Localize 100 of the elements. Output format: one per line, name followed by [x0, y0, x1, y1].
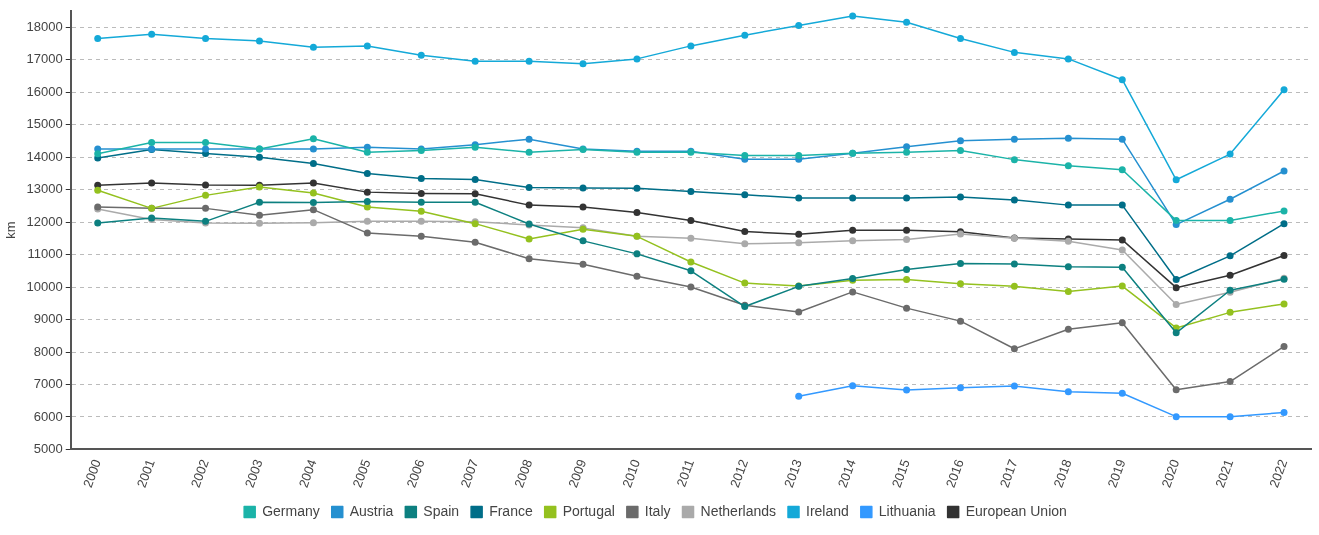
point	[148, 138, 156, 146]
point	[1118, 236, 1126, 244]
point	[1118, 263, 1126, 271]
point	[309, 199, 317, 207]
point	[417, 207, 425, 215]
point	[363, 203, 371, 211]
point	[1280, 408, 1288, 416]
point	[1118, 246, 1126, 254]
point	[309, 160, 317, 168]
point	[1280, 220, 1288, 228]
point	[309, 179, 317, 187]
point	[148, 30, 156, 38]
point	[687, 258, 695, 266]
legend-label: Portugal	[562, 502, 615, 519]
point	[363, 148, 371, 156]
y-tick-label: 9000	[33, 311, 63, 327]
point	[255, 198, 263, 206]
point	[1172, 329, 1180, 337]
x-tick-label: 2013	[780, 457, 805, 490]
point	[903, 148, 911, 156]
point	[1226, 378, 1234, 386]
point	[202, 145, 210, 153]
x-tick-label: 2005	[349, 457, 374, 490]
point	[687, 234, 695, 242]
point	[903, 143, 911, 151]
y-tick-label: 13000	[26, 181, 63, 197]
point	[1010, 260, 1018, 268]
point	[957, 384, 964, 392]
point	[687, 283, 695, 291]
point	[1172, 276, 1180, 284]
point	[1064, 263, 1072, 271]
point	[741, 31, 749, 39]
x-tick-label: 2020	[1158, 457, 1183, 490]
point	[363, 229, 371, 237]
point	[957, 137, 964, 145]
point	[849, 226, 857, 234]
point	[795, 194, 803, 202]
y-tick-label: 6000	[33, 408, 63, 424]
point	[1064, 288, 1072, 296]
x-tick-label: 2017	[996, 457, 1021, 490]
point	[363, 217, 371, 225]
point	[363, 198, 371, 206]
point	[579, 184, 587, 192]
y-tick-label: 10000	[26, 278, 63, 294]
point	[957, 260, 964, 268]
x-tick-label: 2000	[79, 457, 104, 490]
point	[1226, 150, 1234, 158]
point	[1172, 216, 1180, 224]
point	[417, 174, 425, 182]
legend-label: Austria	[349, 502, 394, 519]
point	[1226, 413, 1234, 421]
point	[309, 206, 317, 214]
point	[957, 34, 964, 42]
point	[795, 308, 803, 316]
point	[1118, 135, 1126, 143]
point	[1226, 271, 1234, 279]
x-tick-label: 2018	[1050, 457, 1075, 490]
point	[795, 230, 803, 238]
point	[1280, 86, 1288, 94]
point	[1226, 252, 1234, 260]
x-tick-label: 2003	[241, 457, 266, 490]
y-tick-label: 18000	[26, 18, 63, 34]
point	[417, 232, 425, 240]
point	[363, 42, 371, 50]
point	[525, 135, 533, 143]
point	[903, 18, 911, 26]
y-tick-label: 12000	[26, 213, 63, 229]
point	[255, 153, 263, 161]
x-tick-label: 2012	[726, 457, 751, 490]
x-tick-label: 2015	[888, 457, 913, 490]
x-tick-label: 2002	[187, 457, 212, 490]
point	[94, 219, 102, 227]
point	[633, 250, 641, 258]
point	[579, 237, 587, 245]
legend-label: Spain	[423, 502, 460, 519]
point	[1280, 300, 1288, 308]
point	[417, 189, 425, 197]
point	[957, 280, 964, 288]
point	[525, 235, 533, 243]
point	[471, 175, 479, 183]
point	[849, 288, 857, 296]
x-tick-label: 2010	[619, 457, 644, 490]
point	[741, 227, 749, 235]
point	[687, 267, 695, 275]
point	[633, 55, 641, 63]
point	[579, 203, 587, 211]
point	[1172, 386, 1180, 394]
point	[687, 42, 695, 50]
point	[903, 265, 911, 273]
point	[903, 226, 911, 234]
point	[363, 188, 371, 196]
x-tick-label: 2019	[1104, 457, 1129, 490]
x-tick-label: 2021	[1212, 457, 1237, 490]
point	[1010, 196, 1018, 204]
y-tick-label: 5000	[33, 441, 63, 457]
point	[1280, 251, 1288, 259]
point	[1118, 166, 1126, 174]
point	[363, 170, 371, 178]
point	[957, 147, 964, 155]
point	[579, 260, 587, 268]
